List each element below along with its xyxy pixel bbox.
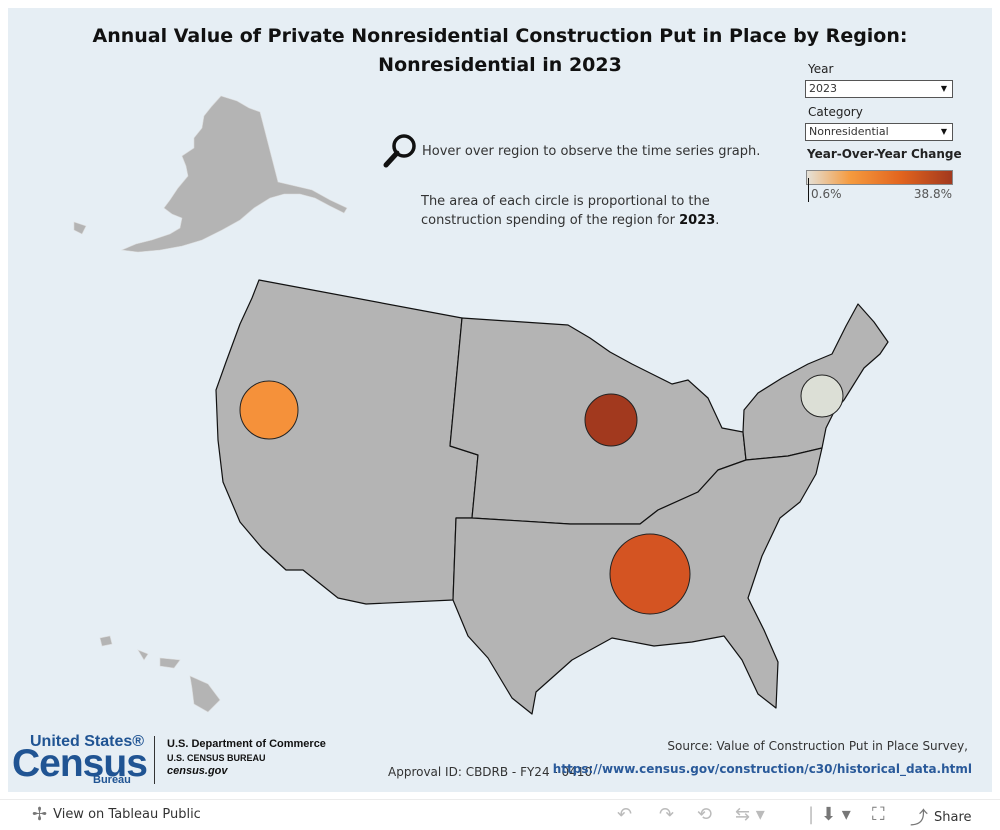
source-link[interactable]: https://www.census.gov/construction/c30/… <box>552 762 972 776</box>
legend-max-label: 38.8% <box>913 187 952 201</box>
year-filter-label: Year <box>808 62 834 76</box>
share-label: Share <box>934 809 972 825</box>
area-note-year: 2023 <box>679 213 716 228</box>
redo-button[interactable]: ↷ <box>659 804 674 825</box>
category-select[interactable]: Nonresidential ▼ <box>805 123 953 141</box>
source-text: Source: Value of Construction Put in Pla… <box>667 739 968 753</box>
share-button[interactable]: ⤴ Share <box>910 804 972 830</box>
category-select-value: Nonresidential <box>809 125 889 138</box>
share-icon: ⤴ <box>910 808 928 829</box>
hawaii-island-4 <box>189 675 221 713</box>
legend-color-bar <box>806 170 953 185</box>
undo-button[interactable]: ↶ <box>617 804 632 825</box>
hawaii-island-3 <box>159 657 181 669</box>
download-button[interactable]: ⬇ ▾ <box>821 804 851 825</box>
pause-divider: | <box>808 804 815 825</box>
bubble-south[interactable] <box>609 533 691 615</box>
download-icon: ⬇ ▾ <box>821 804 851 825</box>
bubble-west[interactable] <box>239 380 299 440</box>
tableau-icon: ✢ <box>32 804 48 825</box>
fullscreen-icon: ⛶ <box>872 804 885 825</box>
area-note-suffix: . <box>715 213 720 228</box>
legend-min-label: 0.6% <box>811 187 842 201</box>
tableau-toolbar: ✢ View on Tableau Public ↶ ↷ ⟲ ⇆ ▾ | ⬇ ▾… <box>0 799 1000 830</box>
logo-divider <box>154 736 155 784</box>
view-on-tableau-label: View on Tableau Public <box>53 807 201 822</box>
hover-note: Hover over region to observe the time se… <box>382 132 760 170</box>
chart-title: Annual Value of Private Nonresidential C… <box>8 22 992 80</box>
hawaii-island-1 <box>99 635 113 647</box>
title-line-1: Annual Value of Private Nonresidential C… <box>92 25 908 47</box>
us-region-map <box>73 95 889 715</box>
year-select[interactable]: 2023 ▼ <box>805 80 953 98</box>
census-gov-text: census.gov <box>167 765 228 777</box>
revert-icon: ⟲ <box>697 804 713 825</box>
region-west[interactable] <box>215 279 479 605</box>
fullscreen-button[interactable]: ⛶ <box>872 804 885 825</box>
census-logo-united-states: United States® <box>30 733 145 750</box>
refresh-button[interactable]: ⇆ ▾ <box>735 804 765 825</box>
title-line-2: Nonresidential in 2023 <box>378 54 622 76</box>
redo-icon: ↷ <box>659 804 675 825</box>
revert-button[interactable]: ⟲ <box>697 804 712 825</box>
legend-title: Year-Over-Year Change <box>807 147 962 161</box>
census-logo-bureau: Bureau <box>93 774 131 786</box>
bubble-northeast[interactable] <box>800 374 844 418</box>
bubble-midwest[interactable] <box>584 393 638 447</box>
viz-container: Annual Value of Private Nonresidential C… <box>8 8 992 792</box>
hover-note-text: Hover over region to observe the time se… <box>422 143 761 159</box>
undo-icon: ↶ <box>617 804 633 825</box>
area-note: The area of each circle is proportional … <box>421 192 751 230</box>
category-filter-label: Category <box>808 105 863 119</box>
chevron-down-icon: ▼ <box>940 127 947 136</box>
alaska-shape <box>120 95 348 253</box>
area-note-text: The area of each circle is proportional … <box>421 194 710 228</box>
year-select-value: 2023 <box>809 82 837 95</box>
approval-id: Approval ID: CBDRB - FY24 - 0410 <box>388 765 593 779</box>
alaska-aleutian <box>73 221 87 235</box>
legend-tick <box>808 178 809 202</box>
refresh-icon: ⇆ ▾ <box>735 804 765 825</box>
census-bureau-text: U.S. CENSUS BUREAU <box>167 753 266 763</box>
view-on-tableau-button[interactable]: ✢ View on Tableau Public <box>32 804 201 825</box>
census-logo[interactable]: Census <box>12 742 148 785</box>
chevron-down-icon: ▼ <box>940 84 947 93</box>
magnifier-icon <box>383 134 416 168</box>
dept-commerce-text: U.S. Department of Commerce <box>167 738 326 750</box>
hawaii-island-2 <box>137 649 149 661</box>
